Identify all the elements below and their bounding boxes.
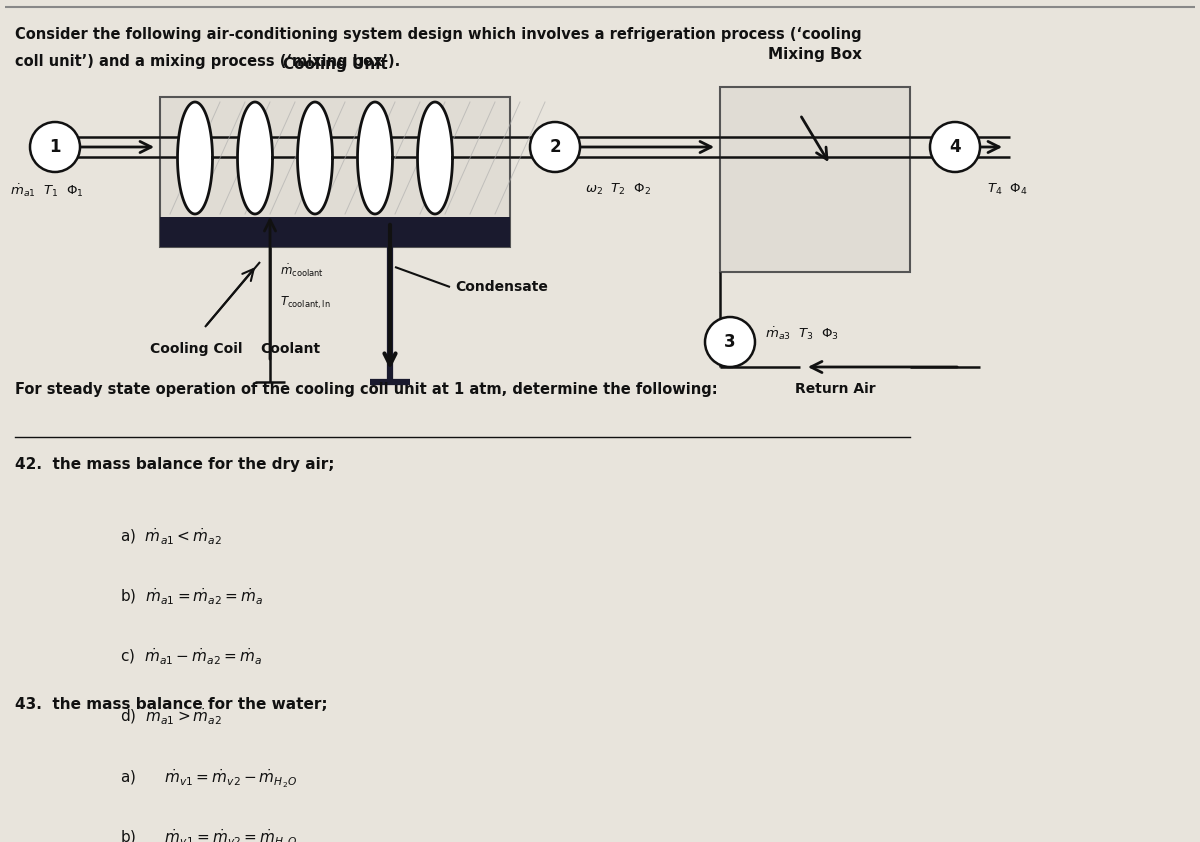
Text: Cooling Unit: Cooling Unit — [283, 57, 388, 72]
Text: a)  $\dot{m}_{a1} < \dot{m}_{a2}$: a) $\dot{m}_{a1} < \dot{m}_{a2}$ — [120, 527, 222, 547]
Text: c)  $\dot{m}_{a1} - \dot{m}_{a2} = \dot{m}_{a}$: c) $\dot{m}_{a1} - \dot{m}_{a2} = \dot{m… — [120, 647, 262, 668]
Circle shape — [530, 122, 580, 172]
Bar — [160, 217, 510, 247]
Text: Return Air: Return Air — [794, 382, 875, 396]
Text: Mixing Box: Mixing Box — [768, 47, 862, 62]
Bar — [160, 97, 510, 247]
Polygon shape — [178, 102, 212, 214]
Text: coll unit’) and a mixing process (‘mixing box’).: coll unit’) and a mixing process (‘mixin… — [14, 54, 401, 69]
Text: 1: 1 — [49, 138, 61, 156]
Text: $\dot{m}_{\mathrm{coolant}}$: $\dot{m}_{\mathrm{coolant}}$ — [280, 262, 324, 279]
Text: a)      $\dot{m}_{v1} = \dot{m}_{v2} - \dot{m}_{H_{2}O}$: a) $\dot{m}_{v1} = \dot{m}_{v2} - \dot{m… — [120, 767, 298, 790]
Text: 42.  the mass balance for the dry air;: 42. the mass balance for the dry air; — [14, 457, 335, 472]
Polygon shape — [238, 102, 272, 214]
Text: b)      $\dot{m}_{v1} = \dot{m}_{v2} = \dot{m}_{H_{2}O}$: b) $\dot{m}_{v1} = \dot{m}_{v2} = \dot{m… — [120, 827, 298, 842]
Circle shape — [930, 122, 980, 172]
Text: 3: 3 — [724, 333, 736, 351]
Text: 2: 2 — [550, 138, 560, 156]
Text: Consider the following air-conditioning system design which involves a refrigera: Consider the following air-conditioning … — [14, 27, 862, 42]
Text: b)  $\dot{m}_{a1} = \dot{m}_{a2} = \dot{m}_{a}$: b) $\dot{m}_{a1} = \dot{m}_{a2} = \dot{m… — [120, 587, 263, 607]
Polygon shape — [358, 102, 392, 214]
Text: d)  $\dot{m}_{a1} > \dot{m}_{a2}$: d) $\dot{m}_{a1} > \dot{m}_{a2}$ — [120, 707, 222, 727]
Polygon shape — [298, 102, 332, 214]
Text: $T_4$  $\Phi_4$: $T_4$ $\Phi_4$ — [986, 182, 1027, 197]
Text: For steady state operation of the cooling coll unit at 1 atm, determine the foll: For steady state operation of the coolin… — [14, 382, 718, 397]
Text: Cooling Coil: Cooling Coil — [150, 342, 242, 356]
Text: $\dot{m}_{a3}$  $T_3$  $\Phi_3$: $\dot{m}_{a3}$ $T_3$ $\Phi_3$ — [766, 326, 839, 343]
Text: $\omega_2$  $T_2$  $\Phi_2$: $\omega_2$ $T_2$ $\Phi_2$ — [586, 182, 650, 197]
Text: Condensate: Condensate — [455, 280, 548, 294]
Circle shape — [706, 317, 755, 367]
Text: Coolant: Coolant — [260, 342, 320, 356]
Text: $T_{\mathrm{coolant,In}}$: $T_{\mathrm{coolant,In}}$ — [280, 295, 331, 312]
Text: 43.  the mass balance for the water;: 43. the mass balance for the water; — [14, 697, 328, 712]
Text: 4: 4 — [949, 138, 961, 156]
Bar — [720, 87, 910, 272]
Text: $\dot{m}_{a1}$  $T_1$  $\Phi_1$: $\dot{m}_{a1}$ $T_1$ $\Phi_1$ — [10, 182, 84, 199]
Circle shape — [30, 122, 80, 172]
Polygon shape — [418, 102, 452, 214]
